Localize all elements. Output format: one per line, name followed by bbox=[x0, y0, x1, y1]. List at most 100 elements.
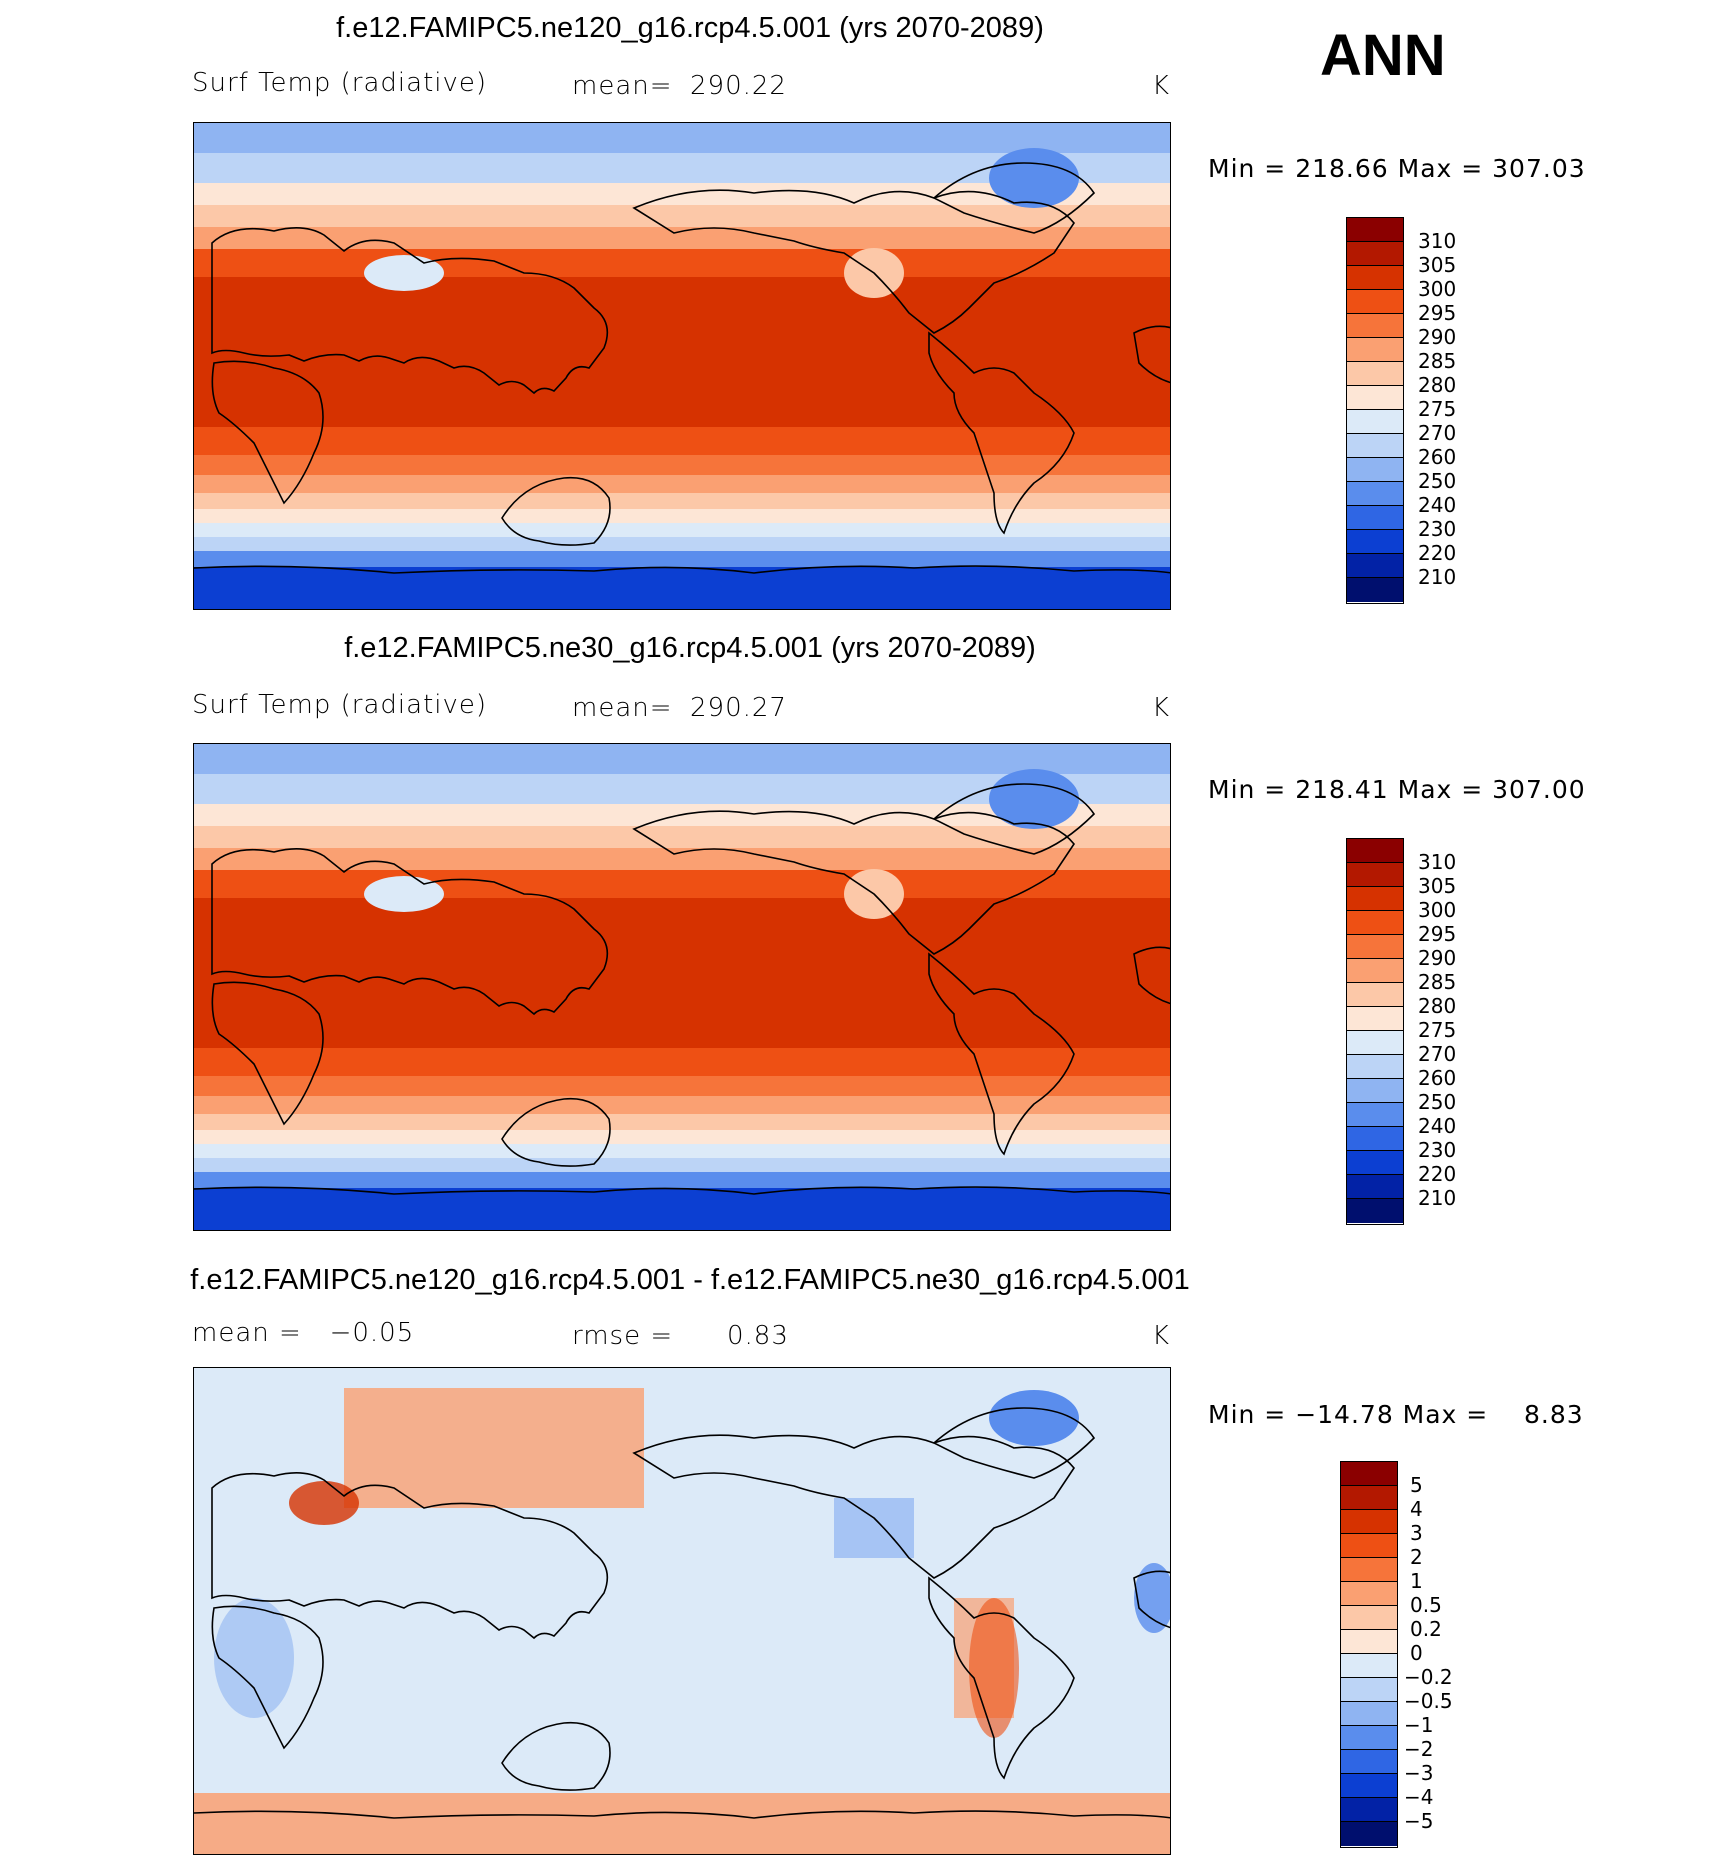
colorbar-swatch bbox=[1347, 887, 1403, 911]
colorbar-swatch bbox=[1347, 530, 1403, 554]
colorbar-swatch bbox=[1347, 1103, 1403, 1127]
colorbar-tick-label: 210 bbox=[1418, 1186, 1457, 1210]
colorbar-swatch bbox=[1341, 1702, 1397, 1726]
colorbar-tick-label: 310 bbox=[1418, 229, 1457, 253]
panel-left-label: mean = −0.05 bbox=[192, 1318, 415, 1348]
colorbar-swatch bbox=[1347, 338, 1403, 362]
colorbar-tick-label: −4 bbox=[1404, 1785, 1434, 1809]
colorbar-swatch bbox=[1347, 863, 1403, 887]
colorbar-tick-label: −0.5 bbox=[1404, 1689, 1453, 1713]
panel-title: f.e12.FAMIPC5.ne120_g16.rcp4.5.001 - f.e… bbox=[190, 1264, 1190, 1296]
colorbar-swatch bbox=[1347, 314, 1403, 338]
panel-stat-label: rmse = bbox=[572, 1321, 674, 1351]
colorbar-swatch bbox=[1347, 410, 1403, 434]
colorbar-tick-label: 230 bbox=[1418, 1138, 1457, 1162]
panel-units: K bbox=[1152, 1321, 1171, 1351]
colorbar-tick-label: 0 bbox=[1410, 1641, 1423, 1665]
colorbar-tick-label: 280 bbox=[1418, 373, 1457, 397]
map-fill bbox=[194, 123, 1170, 609]
colorbar-swatch bbox=[1341, 1534, 1397, 1558]
colorbar-swatch bbox=[1341, 1558, 1397, 1582]
colorbar-swatch bbox=[1347, 1199, 1403, 1223]
colorbar-swatch bbox=[1347, 554, 1403, 578]
colorbar-tick-label: 305 bbox=[1418, 253, 1457, 277]
colorbar-swatch bbox=[1347, 983, 1403, 1007]
panel-title: f.e12.FAMIPC5.ne30_g16.rcp4.5.001 (yrs 2… bbox=[344, 632, 1036, 664]
colorbar-tick-label: 250 bbox=[1418, 469, 1457, 493]
colorbar-swatch bbox=[1347, 1127, 1403, 1151]
colorbar-swatch bbox=[1347, 218, 1403, 242]
colorbar-swatch bbox=[1347, 839, 1403, 863]
colorbar-tick-label: −5 bbox=[1404, 1809, 1434, 1833]
colorbar-swatch bbox=[1347, 290, 1403, 314]
colorbar-tick-label: 260 bbox=[1418, 445, 1457, 469]
colorbar-tick-label: 2 bbox=[1410, 1545, 1423, 1569]
panel-stat-value: 0.83 bbox=[727, 1321, 789, 1351]
colorbar-tick-label: 270 bbox=[1418, 421, 1457, 445]
colorbar-tick-label: 310 bbox=[1418, 850, 1457, 874]
colorbar-tick-label: 5 bbox=[1410, 1473, 1423, 1497]
colorbar-tick-label: 280 bbox=[1418, 994, 1457, 1018]
panel-minmax: Min = 218.41 Max = 307.00 bbox=[1208, 775, 1586, 804]
colorbar-swatch bbox=[1347, 506, 1403, 530]
colorbar-swatch bbox=[1341, 1774, 1397, 1798]
colorbar-swatch bbox=[1347, 935, 1403, 959]
colorbar-swatch bbox=[1347, 242, 1403, 266]
season-label: ANN bbox=[1320, 23, 1446, 88]
colorbar-tick-label: 3 bbox=[1410, 1521, 1423, 1545]
colorbar-swatch bbox=[1341, 1486, 1397, 1510]
colorbar-swatch bbox=[1341, 1726, 1397, 1750]
colorbar-tick-label: 295 bbox=[1418, 301, 1457, 325]
colorbar bbox=[1346, 838, 1404, 1225]
colorbar-tick-label: 290 bbox=[1418, 325, 1457, 349]
colorbar-tick-label: 1 bbox=[1410, 1569, 1423, 1593]
panel-units: K bbox=[1152, 71, 1171, 101]
colorbar-swatch bbox=[1341, 1654, 1397, 1678]
colorbar-tick-label: 305 bbox=[1418, 874, 1457, 898]
colorbar bbox=[1340, 1461, 1398, 1848]
coastlines bbox=[194, 1407, 1170, 1819]
colorbar-swatch bbox=[1347, 386, 1403, 410]
colorbar-swatch bbox=[1341, 1822, 1397, 1846]
panel-stat-label: mean= bbox=[572, 693, 673, 723]
panel-title: f.e12.FAMIPC5.ne120_g16.rcp4.5.001 (yrs … bbox=[336, 12, 1044, 44]
colorbar-swatch bbox=[1347, 1055, 1403, 1079]
colorbar-tick-label: 290 bbox=[1418, 946, 1457, 970]
colorbar-swatch bbox=[1341, 1750, 1397, 1774]
colorbar-tick-label: 220 bbox=[1418, 541, 1457, 565]
colorbar-tick-label: 240 bbox=[1418, 1114, 1457, 1138]
map-plot bbox=[193, 122, 1171, 610]
map-plot bbox=[193, 743, 1171, 1231]
colorbar-tick-label: 220 bbox=[1418, 1162, 1457, 1186]
panel-minmax: Min = −14.78 Max = 8.83 bbox=[1208, 1400, 1584, 1429]
map-fill bbox=[194, 744, 1170, 1230]
colorbar-swatch bbox=[1347, 911, 1403, 935]
panel-stat-label: mean= bbox=[572, 71, 673, 101]
colorbar-swatch bbox=[1341, 1582, 1397, 1606]
colorbar-tick-label: 250 bbox=[1418, 1090, 1457, 1114]
panel-left-label: Surf Temp (radiative) bbox=[192, 690, 488, 720]
colorbar-tick-label: −2 bbox=[1404, 1737, 1434, 1761]
map-fill bbox=[194, 1368, 1170, 1854]
colorbar-tick-label: 270 bbox=[1418, 1042, 1457, 1066]
colorbar-tick-label: 210 bbox=[1418, 565, 1457, 589]
colorbar-swatch bbox=[1347, 1007, 1403, 1031]
colorbar-swatch bbox=[1347, 458, 1403, 482]
colorbar-swatch bbox=[1347, 959, 1403, 983]
colorbar-tick-label: 240 bbox=[1418, 493, 1457, 517]
panel-minmax: Min = 218.66 Max = 307.03 bbox=[1208, 154, 1586, 183]
colorbar-tick-label: −3 bbox=[1404, 1761, 1434, 1785]
colorbar-tick-label: 0.2 bbox=[1410, 1617, 1442, 1641]
colorbar-swatch bbox=[1347, 1079, 1403, 1103]
colorbar-swatch bbox=[1341, 1606, 1397, 1630]
map-plot bbox=[193, 1367, 1171, 1855]
colorbar-tick-label: 300 bbox=[1418, 898, 1457, 922]
colorbar-swatch bbox=[1347, 266, 1403, 290]
colorbar-swatch bbox=[1347, 578, 1403, 602]
colorbar-tick-label: −1 bbox=[1404, 1713, 1434, 1737]
colorbar-swatch bbox=[1347, 1031, 1403, 1055]
panel-units: K bbox=[1152, 693, 1171, 723]
coastlines bbox=[194, 162, 1170, 574]
colorbar-swatch bbox=[1347, 1151, 1403, 1175]
colorbar-swatch bbox=[1341, 1798, 1397, 1822]
